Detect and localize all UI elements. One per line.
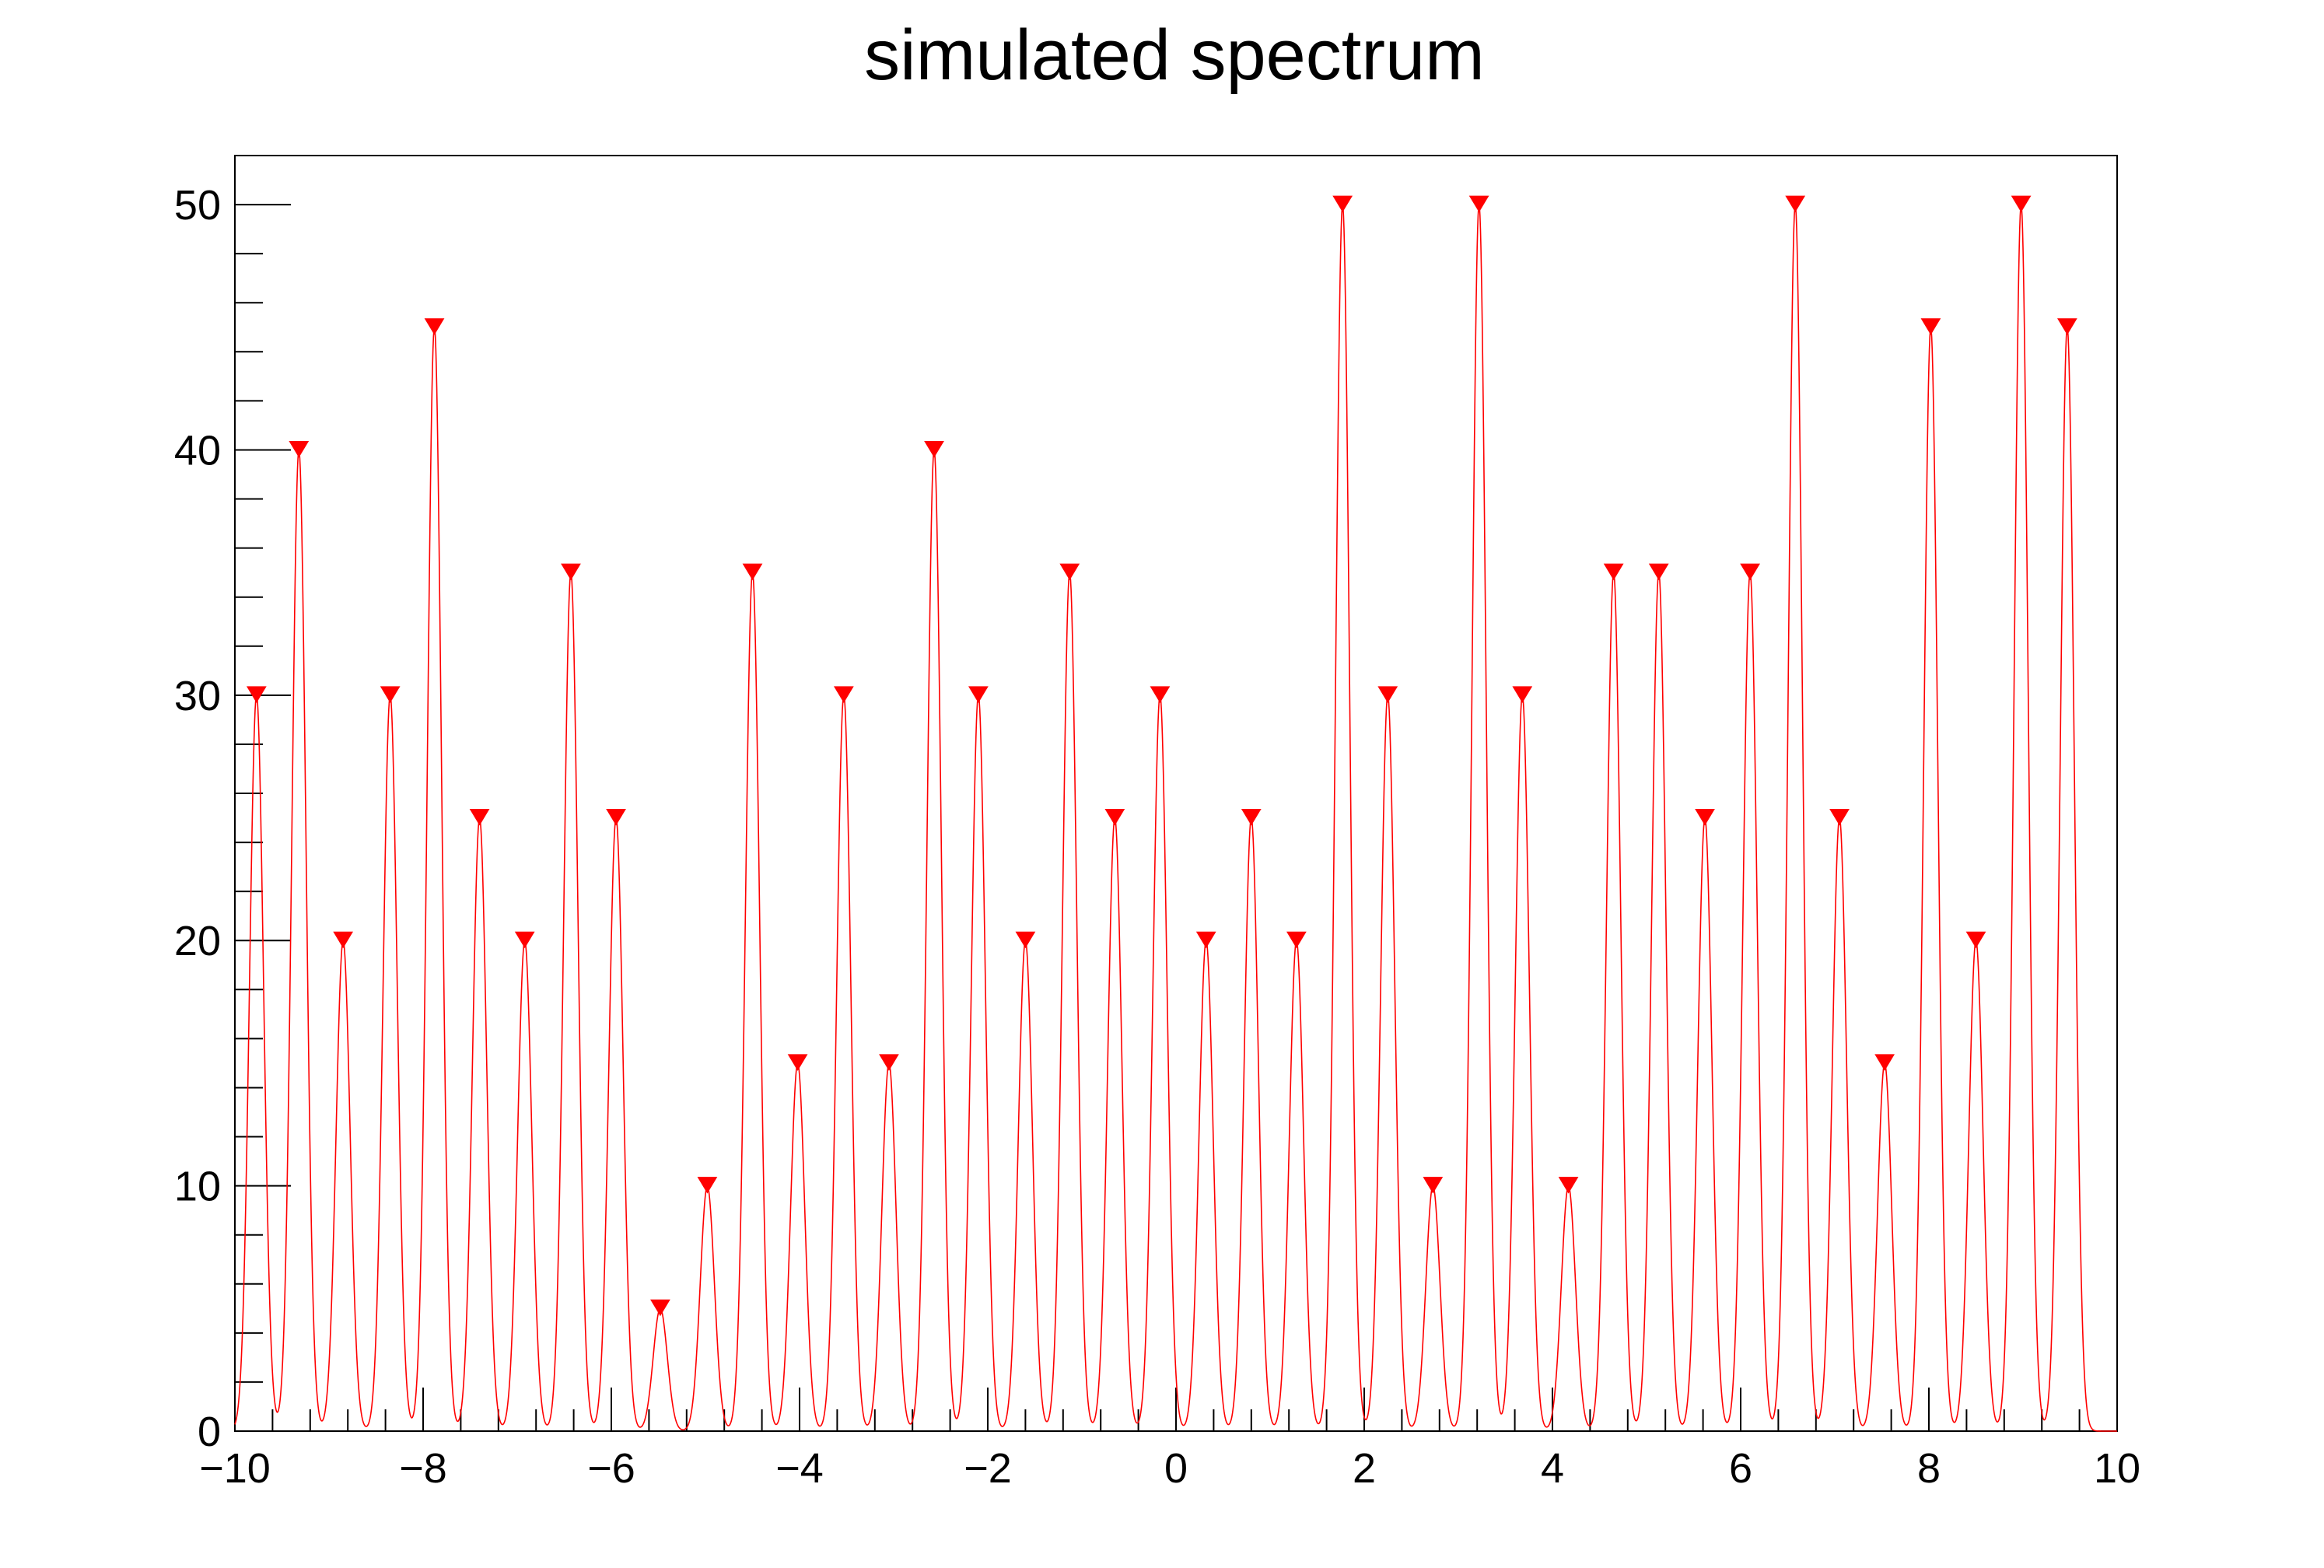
peak-marker <box>1423 1177 1444 1194</box>
peak-marker <box>246 686 267 703</box>
peak-marker <box>742 563 763 581</box>
spectrum-line <box>234 204 2117 1432</box>
peak-marker <box>1785 195 1806 213</box>
y-tick-label: 10 <box>174 1164 221 1210</box>
y-tick-label: 50 <box>174 182 221 229</box>
peak-marker <box>1468 195 1489 213</box>
x-tick-label: 4 <box>1541 1445 1564 1492</box>
y-tick-label: 0 <box>198 1409 221 1455</box>
peak-marker <box>2056 318 2077 335</box>
peak-marker <box>606 809 626 826</box>
peak-marker <box>333 931 354 949</box>
x-tick-label: 10 <box>2094 1445 2140 1492</box>
peak-marker <box>1059 563 1080 581</box>
peak-marker <box>650 1299 670 1317</box>
x-tick-label: 2 <box>1353 1445 1376 1492</box>
peak-marker <box>1015 931 1036 949</box>
peak-marker <box>1286 931 1307 949</box>
peak-marker <box>514 931 535 949</box>
peak-marker <box>833 686 854 703</box>
peak-marker <box>1829 809 1850 826</box>
peak-marker <box>697 1177 718 1194</box>
peak-marker <box>787 1054 808 1071</box>
peak-marker <box>1558 1177 1579 1194</box>
peak-marker <box>424 318 445 335</box>
peak-marker <box>1740 563 1760 581</box>
peak-marker <box>289 440 310 458</box>
plot-area: −10 −8 −6 −4 −2 0 2 4 6 8 10 0 10 20 30 40 50 <box>174 155 2140 1492</box>
peak-marker <box>561 563 581 581</box>
peak-marker <box>1104 809 1125 826</box>
peak-marker <box>968 686 989 703</box>
peak-marker <box>879 1054 899 1071</box>
peak-marker <box>380 686 401 703</box>
x-tick-label: 0 <box>1164 1445 1188 1492</box>
peak-marker <box>1332 195 1353 213</box>
peak-marker <box>469 809 490 826</box>
peak-marker <box>1648 563 1669 581</box>
x-tick-label: 8 <box>1917 1445 1941 1492</box>
peak-marker <box>1377 686 1398 703</box>
peak-marker <box>1241 809 1262 826</box>
x-tick-label: −4 <box>775 1445 824 1492</box>
x-tick-label: −2 <box>964 1445 1012 1492</box>
y-tick-label: 40 <box>174 427 221 474</box>
plot-frame <box>234 155 2118 1432</box>
peak-marker <box>1195 931 1216 949</box>
peak-marker <box>1603 563 1624 581</box>
peak-marker <box>1695 809 1715 826</box>
x-tick-label: −8 <box>399 1445 447 1492</box>
chart-title: simulated spectrum <box>864 16 1485 95</box>
peak-marker <box>924 440 944 458</box>
peak-marker <box>1150 686 1171 703</box>
x-tick-label: −10 <box>199 1445 271 1492</box>
y-tick-label: 30 <box>174 673 221 719</box>
y-tick-label: 20 <box>174 918 221 964</box>
peak-marker <box>2011 195 2032 213</box>
x-tick-label: 6 <box>1729 1445 1752 1492</box>
peak-marker <box>1512 686 1533 703</box>
peak-marker <box>1965 931 1986 949</box>
peak-marker <box>1874 1054 1895 1071</box>
peak-marker <box>1920 318 1941 335</box>
x-tick-label: −6 <box>587 1445 635 1492</box>
